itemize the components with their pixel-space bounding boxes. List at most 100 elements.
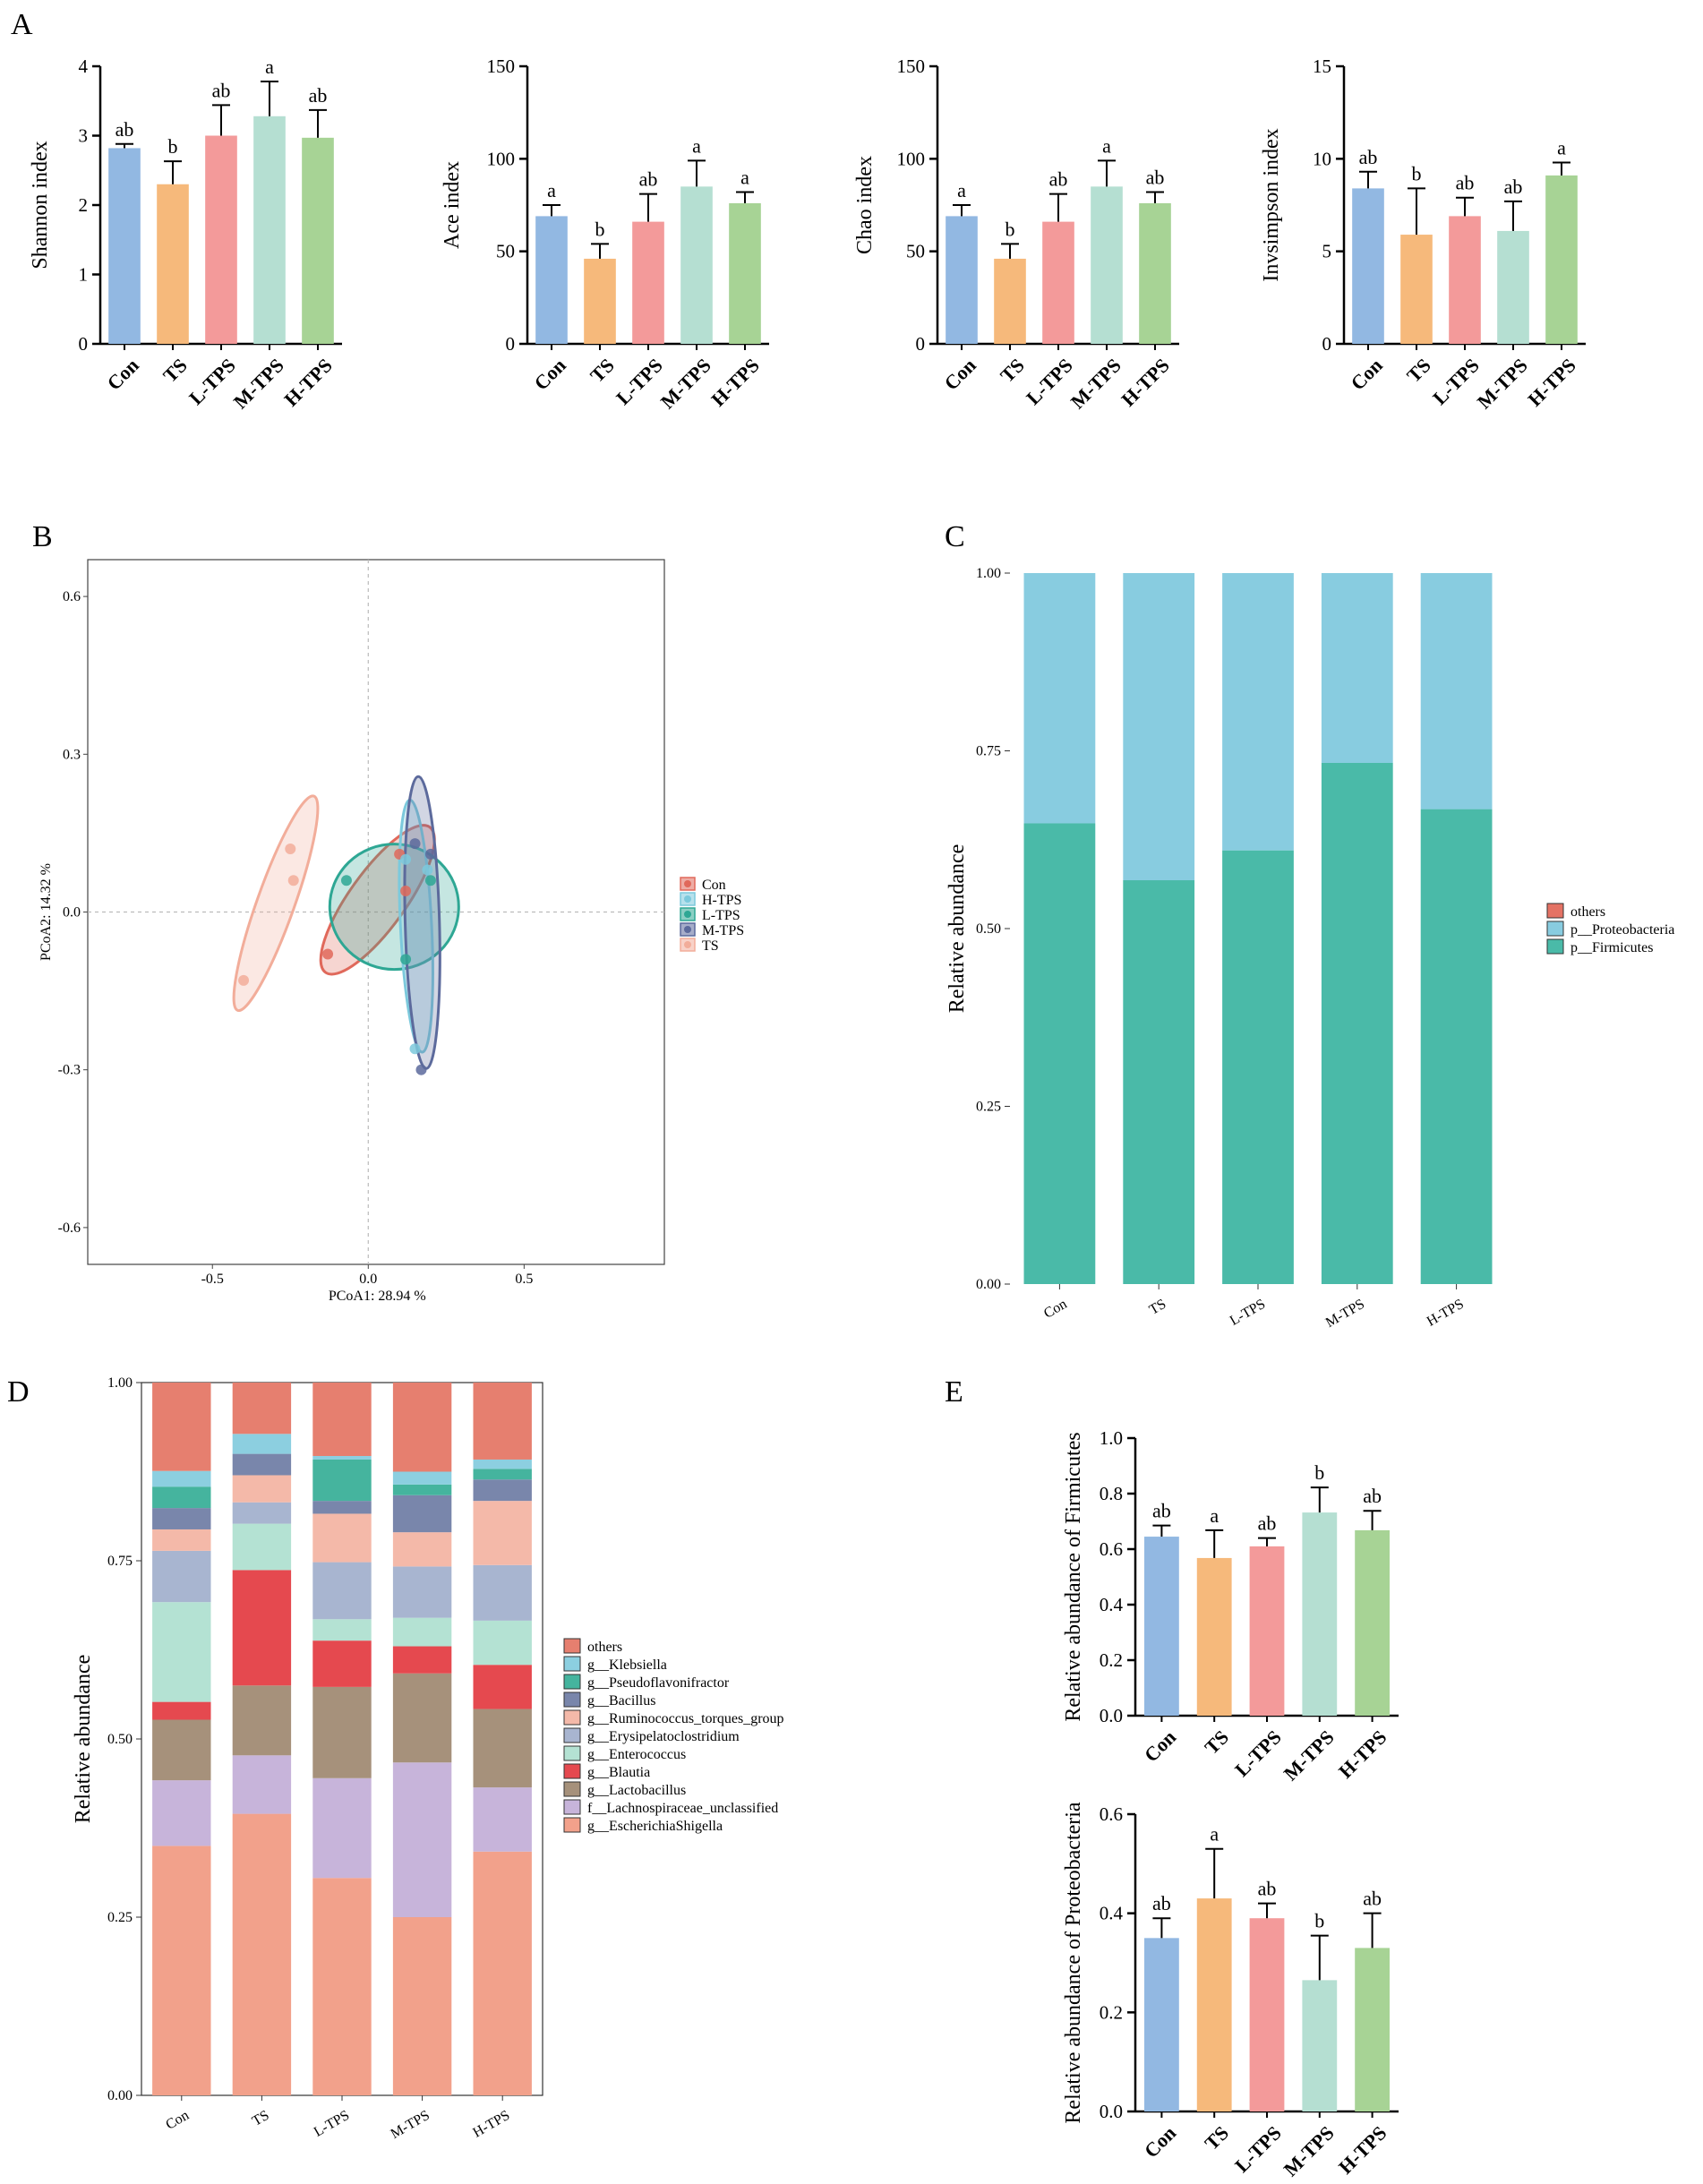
- segment-m-tps-g-enterococcus: [392, 1617, 452, 1647]
- segment-h-tps-others: [473, 1383, 532, 1460]
- panel-e-phylum-abundance: 0.0 0.2 0.4 0.6 0.8 1.0 Relative abundance of …: [1062, 1427, 1399, 2180]
- significance-label-m-tps: a: [265, 56, 274, 78]
- y-tick-label: 0.75: [107, 1554, 133, 1569]
- segment-con-p-proteobacteria: [1023, 573, 1096, 824]
- y-tick-label: 0.6: [1100, 1538, 1123, 1560]
- legend-label-m-tps: M-TPS: [702, 923, 744, 938]
- segment-m-tps-g-erysipelatoclostridium: [392, 1566, 452, 1618]
- bar-con: [108, 148, 141, 344]
- point-ts: [287, 875, 299, 886]
- x-tick-label-h-tps: H-TPS: [1334, 1726, 1391, 1782]
- bar-m-tps: [1302, 1980, 1338, 2111]
- legend-label-h-tps: H-TPS: [702, 893, 741, 908]
- segment-m-tps-g-escherichiashigella: [392, 1917, 452, 2095]
- y-tick-label: 0.00: [976, 1277, 1001, 1292]
- segment-l-tps-g-erysipelatoclostridium: [312, 1562, 372, 1620]
- y-tick-label: 0.2: [1100, 2001, 1123, 2023]
- point-h-tps: [400, 853, 412, 865]
- chart-c: 0.00 0.25 0.50 0.75 1.00 Relative abundance Co…: [946, 566, 1674, 1331]
- significance-label-h-tps: ab: [1363, 1485, 1382, 1507]
- x-tick-label-h-tps: H-TPS: [470, 2108, 512, 2141]
- bar-ts: [994, 258, 1026, 344]
- x-axis-title: PCoA1: 28.94 %: [329, 1289, 426, 1304]
- legend-swatch-p-firmicutes: [1546, 938, 1564, 955]
- y-tick-label: 10: [1313, 148, 1331, 169]
- y-tick-label: 1: [79, 264, 89, 286]
- segment-con-g-ruminococcus-torques-group: [152, 1529, 211, 1551]
- legend-swatch-g-erysipelatoclostridium: [563, 1727, 581, 1743]
- segment-l-tps-others: [312, 1383, 372, 1456]
- x-tick-label-h-tps: H-TPS: [1523, 354, 1579, 410]
- segment-ts-f-lachnospiraceae-unclassified: [232, 1755, 292, 1814]
- x-tick-label-con: Con: [1347, 354, 1387, 394]
- bar-ts: [1196, 1557, 1232, 1716]
- y-tick-label: 0.50: [976, 921, 1001, 937]
- segment-con-g-escherichiashigella: [152, 1846, 211, 2095]
- segment-ts-g-enterococcus: [232, 1523, 292, 1571]
- significance-label-ts: b: [168, 135, 178, 158]
- y-axis-title: Chao index: [853, 156, 877, 254]
- segment-h-tps-g-klebsiella: [473, 1459, 532, 1469]
- significance-label-l-tps: ab: [1258, 1878, 1277, 1900]
- y-tick-label: 0.0: [63, 905, 81, 921]
- x-tick-label-m-tps: M-TPS: [388, 2108, 432, 2142]
- bar-con: [1352, 188, 1384, 344]
- point-con: [322, 948, 334, 960]
- x-tick-label-con: Con: [163, 2108, 192, 2133]
- bar-m-tps: [1497, 230, 1529, 344]
- segment-ts-g-klebsiella: [232, 1434, 292, 1454]
- x-tick-label-ts: TS: [250, 2108, 272, 2129]
- segment-m-tps-g-bacillus: [392, 1495, 452, 1533]
- x-tick-label-h-tps: H-TPS: [1117, 354, 1173, 410]
- significance-label-ts: a: [1210, 1504, 1219, 1527]
- legend-swatch-g-ruminococcus-torques-group: [563, 1709, 581, 1726]
- x-tick-label-m-tps: M-TPS: [1066, 354, 1125, 413]
- legend-label-g-bacillus: g__Bacillus: [587, 1693, 655, 1709]
- ellipse-ts: [232, 794, 320, 1013]
- y-tick-label: 50: [496, 241, 515, 262]
- segment-con-g-lactobacillus: [152, 1719, 211, 1781]
- panel-letter-b: B: [32, 520, 53, 553]
- legend-label-g-pseudoflavonifractor: g__Pseudoflavonifractor: [587, 1675, 730, 1691]
- significance-label-m-tps: a: [692, 134, 701, 157]
- segment-h-tps-p-proteobacteria: [1420, 573, 1493, 809]
- legend-marker-con: [684, 880, 691, 887]
- legend-label-p-proteobacteria: p__Proteobacteria: [1570, 922, 1674, 938]
- segment-m-tps-p-firmicutes: [1321, 762, 1393, 1284]
- segment-l-tps-f-lachnospiraceae-unclassified: [312, 1777, 372, 1879]
- x-tick-label-m-tps: M-TPS: [1279, 1726, 1339, 1785]
- significance-label-ts: b: [1412, 162, 1422, 184]
- y-tick-label: 0.0: [1100, 2101, 1123, 2122]
- legend-label-others: others: [587, 1640, 622, 1655]
- significance-label-l-tps: ab: [212, 79, 231, 101]
- panel-letter-c: C: [945, 520, 965, 553]
- bar-con: [946, 216, 978, 344]
- y-tick-label: 0.2: [1100, 1649, 1123, 1671]
- significance-label-con: ab: [116, 118, 134, 141]
- legend-label-g-erysipelatoclostridium: g__Erysipelatoclostridium: [587, 1729, 740, 1744]
- significance-label-con: a: [957, 179, 966, 201]
- segment-con-p-firmicutes: [1023, 823, 1096, 1284]
- bar-m-tps: [680, 186, 713, 344]
- ellipse-l-tps: [328, 843, 460, 972]
- segment-l-tps-g-escherichiashigella: [312, 1878, 372, 2095]
- y-tick-label: 100: [897, 148, 926, 169]
- segment-h-tps-g-ruminococcus-torques-group: [473, 1501, 532, 1565]
- segment-con-g-klebsiella: [152, 1470, 211, 1487]
- y-axis-title: Relative abundance: [72, 1655, 95, 1824]
- segment-h-tps-g-bacillus: [473, 1479, 532, 1502]
- significance-label-ts: b: [595, 218, 605, 240]
- legend-swatch-g-pseudoflavonifractor: [563, 1674, 581, 1690]
- legend-label-p-firmicutes: p__Firmicutes: [1570, 940, 1653, 955]
- significance-label-con: ab: [1152, 1892, 1171, 1914]
- x-tick-label-con: Con: [1041, 1297, 1070, 1322]
- x-tick-label-h-tps: H-TPS: [279, 354, 336, 410]
- legend-swatch-g-enterococcus: [563, 1745, 581, 1761]
- bar-h-tps: [1139, 202, 1171, 344]
- segment-con-g-erysipelatoclostridium: [152, 1550, 211, 1603]
- legend-label-others: others: [1570, 904, 1605, 920]
- y-axis-title: Invsimpson index: [1260, 128, 1283, 281]
